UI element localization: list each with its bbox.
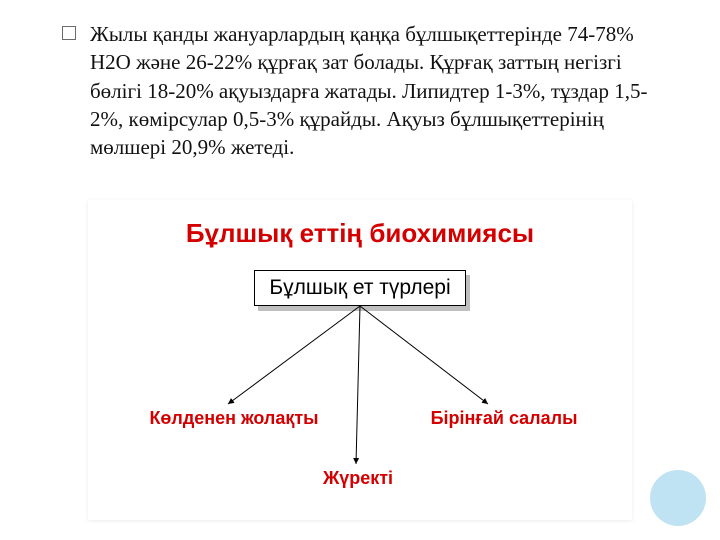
arrow-left <box>228 306 360 404</box>
slide: Жылы қанды жануарлардың қаңқа бұлшықетте… <box>0 0 720 540</box>
bullet-row: Жылы қанды жануарлардың қаңқа бұлшықетте… <box>62 20 664 162</box>
arrow-right <box>360 306 488 404</box>
corner-accent-circle <box>650 470 706 526</box>
diagram-card: Бұлшық еттің биохимиясы Бұлшық ет түрлер… <box>88 200 632 520</box>
bullet-marker <box>62 26 76 40</box>
body-paragraph: Жылы қанды жануарлардың қаңқа бұлшықетте… <box>90 20 664 162</box>
arrow-bottom <box>356 306 360 464</box>
body-text-block: Жылы қанды жануарлардың қаңқа бұлшықетте… <box>62 20 664 162</box>
child-label-right: Бірінғай салалы <box>404 408 604 429</box>
diagram-title: Бұлшық еттің биохимиясы <box>88 218 632 249</box>
root-box: Бұлшық ет түрлері <box>254 270 466 306</box>
child-label-left: Көлденен жолақты <box>124 408 344 429</box>
child-label-bottom: Жүректі <box>288 468 428 489</box>
